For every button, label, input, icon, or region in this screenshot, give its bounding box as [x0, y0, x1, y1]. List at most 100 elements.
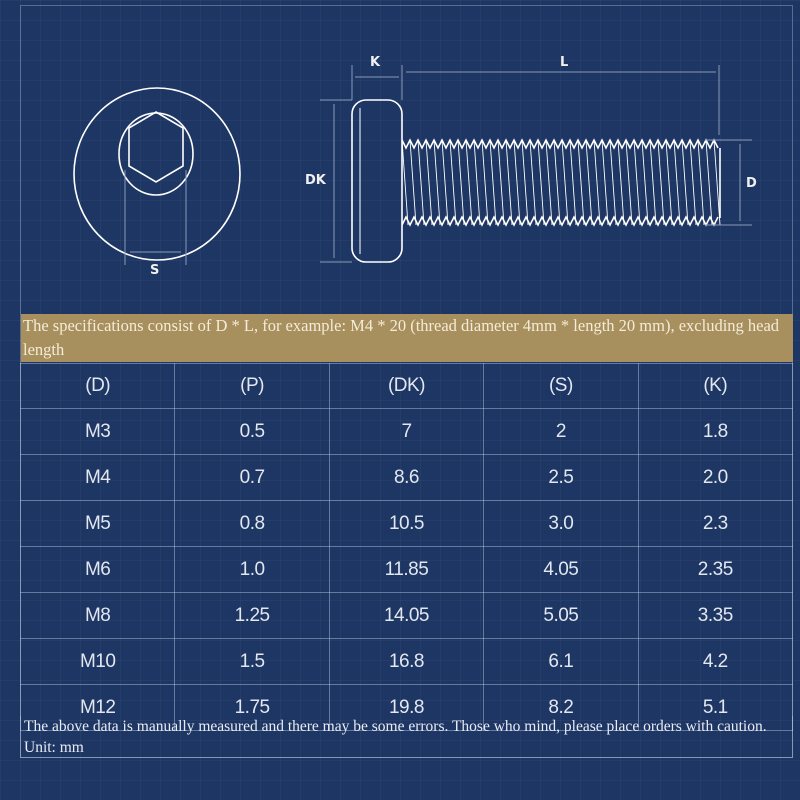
table-row: M6 1.0 11.85 4.05 2.35: [19, 546, 794, 593]
table-cell: M6: [19, 546, 176, 593]
thread-line: [561, 139, 569, 226]
table-cell: M4: [19, 454, 176, 501]
table-cell: 5.05: [483, 592, 639, 639]
thread-line: [409, 139, 417, 226]
thread-line: [577, 139, 585, 226]
spec-banner: The specifications consist of D * L, for…: [21, 314, 793, 362]
table-row: M8 1.25 14.05 5.05 3.35: [19, 592, 794, 639]
thread-line: [665, 139, 673, 226]
thread-line: [433, 139, 441, 226]
table-cell: 1.5: [174, 638, 330, 685]
thread-line: [545, 139, 553, 226]
table-cell: 2: [483, 408, 639, 455]
table-cell: 2.0: [637, 454, 794, 501]
thread-line: [633, 139, 641, 226]
thread-line: [449, 139, 457, 226]
table-cell: 3.35: [637, 592, 794, 639]
thread-line: [617, 139, 625, 226]
thread-line: [505, 139, 513, 226]
header-s: (S): [483, 363, 639, 409]
label-dk: DK: [305, 173, 327, 188]
spec-table: (D) (P) (DK) (S) (K) M3 0.5 7 2 1.8 M4 0.7 8.6 2…: [19, 363, 794, 731]
thread-line: [705, 139, 713, 226]
label-s: S: [150, 263, 159, 278]
table-cell: M8: [19, 592, 176, 639]
table-cell: 11.85: [328, 546, 485, 593]
thread-line: [473, 139, 481, 226]
table-cell: 2.35: [637, 546, 794, 593]
thread-line: [553, 139, 561, 226]
table-cell: M5: [19, 500, 176, 547]
thread-line: [673, 139, 681, 226]
thread-line: [441, 139, 449, 226]
thread-line: [649, 139, 657, 226]
thread-line: [697, 139, 705, 226]
table-cell: 4.05: [483, 546, 639, 593]
measurement-note: The above data is manually measured and …: [20, 716, 793, 758]
table-row: M10 1.5 16.8 6.1 4.2: [19, 638, 794, 685]
thread-line: [657, 139, 665, 226]
thread-line: [529, 139, 537, 226]
thread-line: [593, 139, 601, 226]
thread-line: [641, 139, 649, 226]
table-cell: 19.8: [328, 684, 485, 731]
dimension-lines: [320, 65, 752, 263]
table-cell: 1.0: [174, 546, 330, 593]
thread-line: [481, 139, 489, 226]
thread-line: [569, 139, 577, 226]
table-cell: 10.5: [328, 500, 485, 547]
table-row: M12 1.75 19.8 8.2 5.1: [19, 684, 794, 731]
table-cell: 2.5: [483, 454, 639, 501]
header-d: (D): [19, 363, 176, 409]
table-cell: 4.2: [637, 638, 794, 685]
thread-top: [401, 138, 719, 150]
thread-line: [521, 139, 529, 226]
table-cell: 0.8: [174, 500, 330, 547]
thread-lines: [401, 139, 721, 226]
table-header-row: (D) (P) (DK) (S) (K): [19, 363, 794, 409]
table-cell: 6.1: [483, 638, 639, 685]
head-circle: [73, 87, 241, 261]
table-cell: 0.5: [174, 408, 330, 455]
table-row: M4 0.7 8.6 2.5 2.0: [19, 454, 794, 501]
thread-line: [609, 139, 617, 226]
thread-line: [457, 139, 465, 226]
thread-line: [497, 139, 505, 226]
thread-line: [513, 139, 521, 226]
screw-diagram: S K L DK D: [73, 55, 757, 278]
screw-head: [351, 99, 403, 263]
thread-line: [465, 139, 473, 226]
header-p: (P): [174, 363, 330, 409]
label-k: K: [370, 55, 381, 70]
hex-socket-icon: [128, 111, 184, 183]
table-cell: 2.3: [637, 500, 794, 547]
thread-line: [401, 139, 409, 226]
thread-line: [537, 139, 545, 226]
header-k: (K): [637, 363, 794, 409]
table-cell: 14.05: [328, 592, 485, 639]
thread-line: [417, 139, 425, 226]
thread-line: [689, 139, 697, 226]
table-row: M5 0.8 10.5 3.0 2.3: [19, 500, 794, 547]
table-cell: 8.6: [328, 454, 485, 501]
table-row: M3 0.5 7 2 1.8: [19, 408, 794, 455]
table-cell: 0.7: [174, 454, 330, 501]
header-dk: (DK): [328, 363, 485, 409]
thread-line: [681, 139, 689, 226]
table-cell: 16.8: [328, 638, 485, 685]
screw-head-top-view: [73, 87, 241, 261]
table-cell: 1.8: [637, 408, 794, 455]
thread-line: [713, 139, 721, 226]
label-d: D: [746, 176, 757, 191]
s-dimension: [124, 170, 187, 265]
table-cell: 1.25: [174, 592, 330, 639]
thread-line: [625, 139, 633, 226]
socket-circle: [118, 112, 194, 196]
table-cell: 7: [328, 408, 485, 455]
screw-side-view: [351, 99, 721, 263]
table-cell: 5.1: [637, 684, 794, 731]
thread-line: [489, 139, 497, 226]
thread-line: [585, 139, 593, 226]
label-l: L: [560, 55, 568, 70]
table-cell: M3: [19, 408, 176, 455]
